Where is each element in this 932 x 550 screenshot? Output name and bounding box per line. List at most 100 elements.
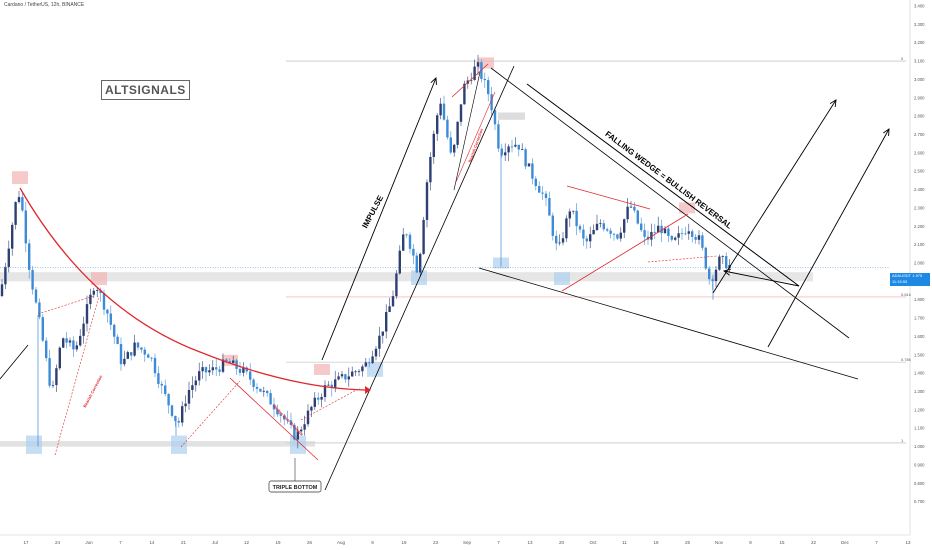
candle-body-71 <box>242 367 245 373</box>
fib-levels: 0 0.618 0.786 1 <box>286 56 912 444</box>
candle-body-204 <box>694 236 697 240</box>
candle-body-109 <box>371 356 374 364</box>
candle-body-175 <box>595 223 599 230</box>
candle-body-143 <box>487 80 490 95</box>
candle-body-95 <box>323 385 327 397</box>
x-tick-24: 15 <box>779 540 785 545</box>
candle-body-40 <box>136 342 140 348</box>
candle-body-203 <box>691 231 694 237</box>
candle-body-18 <box>62 338 65 348</box>
price-timer: 11:15:53 <box>892 279 908 284</box>
x-tick-16: 13 <box>527 540 533 545</box>
candle-body-164 <box>558 242 561 244</box>
candle-body-158 <box>538 186 541 193</box>
candle-body-12 <box>41 317 44 341</box>
candle-body-2 <box>7 248 10 267</box>
correction-line-4 <box>300 387 361 421</box>
candle-body-155 <box>527 163 531 167</box>
candle-body-178 <box>606 229 609 231</box>
candle-body-201 <box>684 233 687 235</box>
candle-body-149 <box>507 146 510 153</box>
candle-body-110 <box>374 348 378 357</box>
candle-body-8 <box>28 243 31 270</box>
support-zones <box>0 57 813 454</box>
y-tick-16: 1.800 <box>914 297 925 302</box>
rounding-top-arc <box>19 187 366 391</box>
candle-body-72 <box>245 367 248 372</box>
candle-body-125 <box>425 182 429 220</box>
candle-body-66 <box>225 359 228 362</box>
x-tick-26: Dec <box>841 540 850 545</box>
candle-body-13 <box>45 340 48 359</box>
impulse-channel-upper <box>453 71 481 191</box>
candle-body-87 <box>296 431 299 440</box>
candle-body-63 <box>215 367 218 370</box>
y-tick-14: 2.000 <box>914 261 925 266</box>
candle-body-159 <box>541 192 544 194</box>
impulse-inner-line <box>455 91 496 183</box>
candle-body-198 <box>674 237 677 240</box>
candle-body-94 <box>320 396 323 400</box>
y-tick-13: 2.100 <box>914 242 925 247</box>
candle-body-41 <box>140 347 143 350</box>
x-tick-28: 13 <box>905 540 911 545</box>
candle-body-78 <box>266 390 269 394</box>
candle-body-193 <box>657 225 660 233</box>
wedge-upper-line <box>526 83 800 287</box>
candle-body-128 <box>436 115 439 134</box>
candle-body-85 <box>289 420 293 425</box>
candle-body-62 <box>211 367 214 371</box>
candle-body-65 <box>221 359 225 372</box>
y-tick-23: 1.100 <box>914 426 925 431</box>
wedge-breakout-line <box>229 377 319 461</box>
candle-body-98 <box>334 379 337 389</box>
candle-body-106 <box>361 366 364 372</box>
x-tick-22: Nov <box>715 540 724 545</box>
candle-body-148 <box>504 152 507 156</box>
fib-label-0: 0 <box>901 56 904 61</box>
candle-body-6 <box>21 197 24 211</box>
candle-body-135 <box>459 104 463 122</box>
candle-body-4 <box>14 202 17 225</box>
candle-body-67 <box>228 361 231 363</box>
candle-body-15 <box>51 385 55 386</box>
candle-body-118 <box>402 234 405 251</box>
candle-body-80 <box>272 404 276 410</box>
impulse-top-line <box>451 63 489 98</box>
y-tick-0: 3.400 <box>914 4 925 9</box>
candle-body-177 <box>602 223 605 230</box>
bottom-marker-1 <box>171 435 187 454</box>
candle-body-49 <box>167 393 170 406</box>
y-tick-6: 2.800 <box>914 114 925 119</box>
candle-body-9 <box>31 269 34 290</box>
candle-body-102 <box>347 376 350 380</box>
candle-body-160 <box>544 193 548 199</box>
y-tick-27: 0.700 <box>914 499 925 504</box>
x-tick-2: Jun <box>85 540 93 545</box>
candle-body-11 <box>38 302 41 318</box>
candle-body-24 <box>82 323 85 336</box>
candle-body-167 <box>568 211 571 219</box>
candle-body-64 <box>218 369 221 372</box>
y-tick-9: 2.500 <box>914 169 925 174</box>
candle-body-51 <box>174 415 177 421</box>
candle-body-86 <box>293 424 296 440</box>
candle-body-35 <box>119 344 123 365</box>
x-tick-9: 26 <box>307 540 313 545</box>
candle-body-208 <box>708 268 711 280</box>
candle-body-57 <box>194 380 197 386</box>
y-tick-1: 3.300 <box>914 22 925 27</box>
candle-body-44 <box>150 357 153 359</box>
candle-body-165 <box>561 238 565 243</box>
candle-body-99 <box>337 376 340 380</box>
candle-body-126 <box>429 156 432 183</box>
candle-body-169 <box>575 210 578 227</box>
candle-body-188 <box>640 223 643 231</box>
candle-body-100 <box>340 374 344 377</box>
candle-body-163 <box>555 235 558 244</box>
x-tick-8: 19 <box>275 540 281 545</box>
candle-body-104 <box>354 371 357 373</box>
candle-body-73 <box>249 371 252 380</box>
y-tick-5: 2.900 <box>914 95 925 100</box>
